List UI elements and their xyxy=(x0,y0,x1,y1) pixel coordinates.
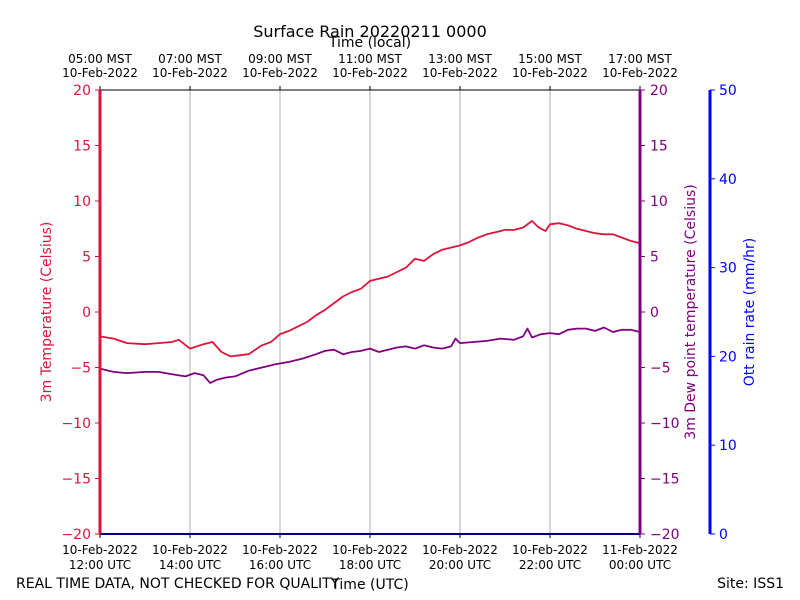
right-y-axis-label-dewpoint: 3m Dew point temperature (Celsius) xyxy=(683,184,699,439)
y-tick-label-right-dewpoint: 15 xyxy=(650,139,668,155)
y-tick-label-right-dewpoint: −20 xyxy=(650,527,680,543)
x-tick-label-bottom-date: 10-Feb-2022 xyxy=(242,543,318,557)
x-tick-label-bottom-time: 22:00 UTC xyxy=(519,558,581,572)
x-tick-label-top-date: 10-Feb-2022 xyxy=(602,66,678,80)
x-tick-label-top-time: 09:00 MST xyxy=(248,52,312,66)
x-tick-label-bottom-time: 16:00 UTC xyxy=(249,558,311,572)
x-tick-label-bottom-time: 20:00 UTC xyxy=(429,558,491,572)
x-tick-label-bottom-date: 11-Feb-2022 xyxy=(602,543,678,557)
x-tick-label-top-date: 10-Feb-2022 xyxy=(512,66,588,80)
y-tick-label-right-dewpoint: 5 xyxy=(650,250,659,266)
y-tick-label-left: −10 xyxy=(61,416,91,432)
x-tick-label-bottom-time: 18:00 UTC xyxy=(339,558,401,572)
y-tick-label-left: 20 xyxy=(73,83,91,99)
y-tick-label-left: −20 xyxy=(61,527,91,543)
y-tick-label-right-dewpoint: 20 xyxy=(650,83,668,99)
x-tick-label-top-time: 13:00 MST xyxy=(428,52,492,66)
x-tick-label-top-time: 11:00 MST xyxy=(338,52,402,66)
top-x-axis-label: Time (local) xyxy=(328,35,411,51)
x-tick-label-bottom-date: 10-Feb-2022 xyxy=(62,543,138,557)
footer-quality-note: REAL TIME DATA, NOT CHECKED FOR QUALITY xyxy=(16,576,340,592)
y-tick-label-right-rain: 10 xyxy=(719,438,737,454)
y-tick-label-right-dewpoint: −10 xyxy=(650,416,680,432)
y-tick-label-left: 0 xyxy=(82,305,91,321)
x-tick-label-top-time: 15:00 MST xyxy=(518,52,582,66)
x-tick-label-bottom-time: 12:00 UTC xyxy=(69,558,131,572)
x-tick-label-top-date: 10-Feb-2022 xyxy=(422,66,498,80)
y-tick-label-right-dewpoint: −15 xyxy=(650,472,680,488)
y-tick-label-right-rain: 30 xyxy=(719,261,737,277)
footer-site-label: Site: ISS1 xyxy=(717,576,784,592)
x-tick-label-top-time: 17:00 MST xyxy=(608,52,672,66)
y-tick-label-right-dewpoint: 10 xyxy=(650,194,668,210)
y-tick-label-left: 15 xyxy=(73,139,91,155)
x-tick-label-top-date: 10-Feb-2022 xyxy=(62,66,138,80)
x-tick-label-bottom-date: 10-Feb-2022 xyxy=(422,543,498,557)
x-tick-label-bottom-date: 10-Feb-2022 xyxy=(152,543,228,557)
left-y-axis-label: 3m Temperature (Celsius) xyxy=(39,222,55,403)
y-tick-label-right-rain: 40 xyxy=(719,172,737,188)
x-tick-label-bottom-time: 14:00 UTC xyxy=(159,558,221,572)
x-tick-label-bottom-date: 10-Feb-2022 xyxy=(332,543,408,557)
y-tick-label-right-rain: 0 xyxy=(719,527,728,543)
y-tick-label-right-dewpoint: −5 xyxy=(650,361,671,377)
y-tick-label-left: 5 xyxy=(82,250,91,266)
x-tick-label-top-date: 10-Feb-2022 xyxy=(242,66,318,80)
chart-title: Surface Rain 20220211 0000 xyxy=(253,22,487,41)
vertical-gridlines xyxy=(189,90,551,534)
x-tick-label-top-date: 10-Feb-2022 xyxy=(152,66,228,80)
right-y-axis-label-rain: Ott rain rate (mm/hr) xyxy=(742,238,758,386)
x-tick-label-top-time: 05:00 MST xyxy=(68,52,132,66)
y-tick-label-left: −5 xyxy=(70,361,91,377)
y-tick-label-left: −15 xyxy=(61,472,91,488)
x-tick-label-top-date: 10-Feb-2022 xyxy=(332,66,408,80)
y-tick-label-right-rain: 50 xyxy=(719,83,737,99)
x-tick-label-bottom-time: 00:00 UTC xyxy=(609,558,671,572)
dewpoint-series-line xyxy=(99,326,641,384)
temperature-series-line xyxy=(99,220,641,358)
y-tick-label-right-dewpoint: 0 xyxy=(650,305,659,321)
y-tick-label-left: 10 xyxy=(73,194,91,210)
y-tick-label-right-rain: 20 xyxy=(719,349,737,365)
x-tick-label-bottom-date: 10-Feb-2022 xyxy=(512,543,588,557)
bottom-x-axis-label: Time (UTC) xyxy=(330,577,408,593)
x-tick-label-top-time: 07:00 MST xyxy=(158,52,222,66)
